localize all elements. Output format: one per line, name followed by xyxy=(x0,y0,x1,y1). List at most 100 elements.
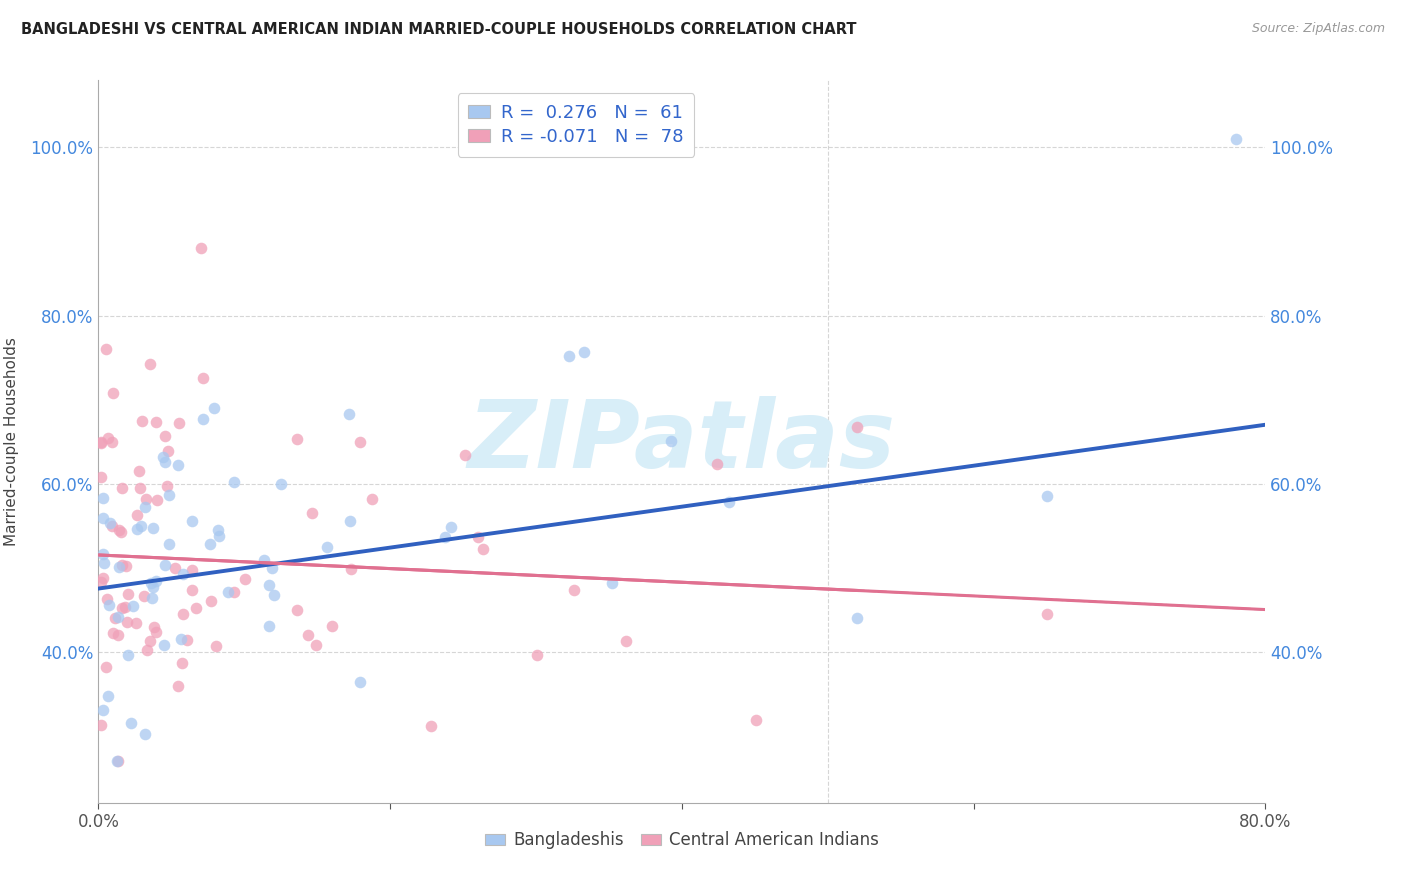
Point xyxy=(157,488,180,502)
Point xyxy=(301,506,323,520)
Point xyxy=(208,529,231,543)
Point xyxy=(167,417,190,431)
Point xyxy=(128,464,150,478)
Point xyxy=(110,600,132,615)
Point xyxy=(97,599,120,613)
Point xyxy=(146,492,169,507)
Point xyxy=(139,357,162,371)
Point xyxy=(125,522,148,536)
Point xyxy=(120,715,142,730)
Point xyxy=(104,611,127,625)
Point xyxy=(94,660,117,674)
Point xyxy=(90,574,112,589)
Point xyxy=(145,574,167,588)
Point xyxy=(101,435,124,450)
Point xyxy=(134,727,156,741)
Point xyxy=(134,500,156,514)
Point xyxy=(467,530,489,544)
Point xyxy=(253,553,276,567)
Point xyxy=(125,508,148,522)
Point xyxy=(139,634,162,648)
Point xyxy=(110,524,132,539)
Point xyxy=(100,519,122,533)
Point xyxy=(1225,132,1247,146)
Point xyxy=(153,428,176,442)
Point xyxy=(111,558,134,573)
Point xyxy=(107,754,129,768)
Text: BANGLADESHI VS CENTRAL AMERICAN INDIAN MARRIED-COUPLE HOUSEHOLDS CORRELATION CHA: BANGLADESHI VS CENTRAL AMERICAN INDIAN M… xyxy=(21,22,856,37)
Point xyxy=(108,524,131,538)
Point xyxy=(222,585,245,599)
Point xyxy=(207,523,229,537)
Point xyxy=(205,639,228,653)
Point xyxy=(142,620,165,634)
Point xyxy=(270,477,292,491)
Point xyxy=(706,458,728,472)
Point xyxy=(156,444,179,458)
Point xyxy=(122,599,145,613)
Point xyxy=(257,578,280,592)
Point xyxy=(190,241,212,255)
Point xyxy=(139,576,162,591)
Point xyxy=(163,561,186,575)
Point xyxy=(172,607,194,622)
Point xyxy=(181,582,204,597)
Point xyxy=(717,494,740,508)
Point xyxy=(186,601,208,615)
Point xyxy=(257,619,280,633)
Point xyxy=(155,479,177,493)
Point xyxy=(297,627,319,641)
Point xyxy=(155,455,177,469)
Point xyxy=(114,558,136,573)
Point xyxy=(141,591,163,606)
Point xyxy=(1035,489,1057,503)
Text: ZIPatlas: ZIPatlas xyxy=(468,395,896,488)
Point xyxy=(305,638,328,652)
Point xyxy=(91,491,114,506)
Point xyxy=(846,611,869,625)
Point xyxy=(90,436,112,450)
Point xyxy=(260,561,283,575)
Y-axis label: Married-couple Households: Married-couple Households xyxy=(4,337,20,546)
Point xyxy=(105,754,128,768)
Point xyxy=(135,491,157,506)
Point xyxy=(526,648,548,662)
Point xyxy=(93,557,115,571)
Point xyxy=(433,531,456,545)
Point xyxy=(361,491,384,506)
Point xyxy=(339,514,361,528)
Point xyxy=(142,580,165,594)
Point xyxy=(285,433,308,447)
Point xyxy=(745,713,768,727)
Point xyxy=(134,590,156,604)
Point xyxy=(602,575,624,590)
Point xyxy=(91,547,114,561)
Point xyxy=(419,719,441,733)
Point xyxy=(315,540,337,554)
Point xyxy=(153,639,176,653)
Point xyxy=(167,458,190,472)
Point xyxy=(167,679,190,693)
Point xyxy=(233,573,256,587)
Point xyxy=(572,345,595,359)
Point xyxy=(90,718,112,732)
Point xyxy=(90,434,112,449)
Point xyxy=(97,431,120,445)
Point xyxy=(125,615,148,630)
Point xyxy=(200,594,222,608)
Point xyxy=(91,510,114,524)
Point xyxy=(200,537,222,551)
Point xyxy=(181,515,204,529)
Point xyxy=(222,475,245,490)
Text: Source: ZipAtlas.com: Source: ZipAtlas.com xyxy=(1251,22,1385,36)
Point xyxy=(562,583,585,598)
Point xyxy=(202,401,225,415)
Point xyxy=(107,560,129,574)
Point xyxy=(129,519,152,533)
Point xyxy=(117,586,139,600)
Point xyxy=(114,599,136,614)
Legend: Bangladeshis, Central American Indians: Bangladeshis, Central American Indians xyxy=(478,824,886,856)
Point xyxy=(472,541,495,556)
Point xyxy=(107,609,129,624)
Point xyxy=(614,634,637,648)
